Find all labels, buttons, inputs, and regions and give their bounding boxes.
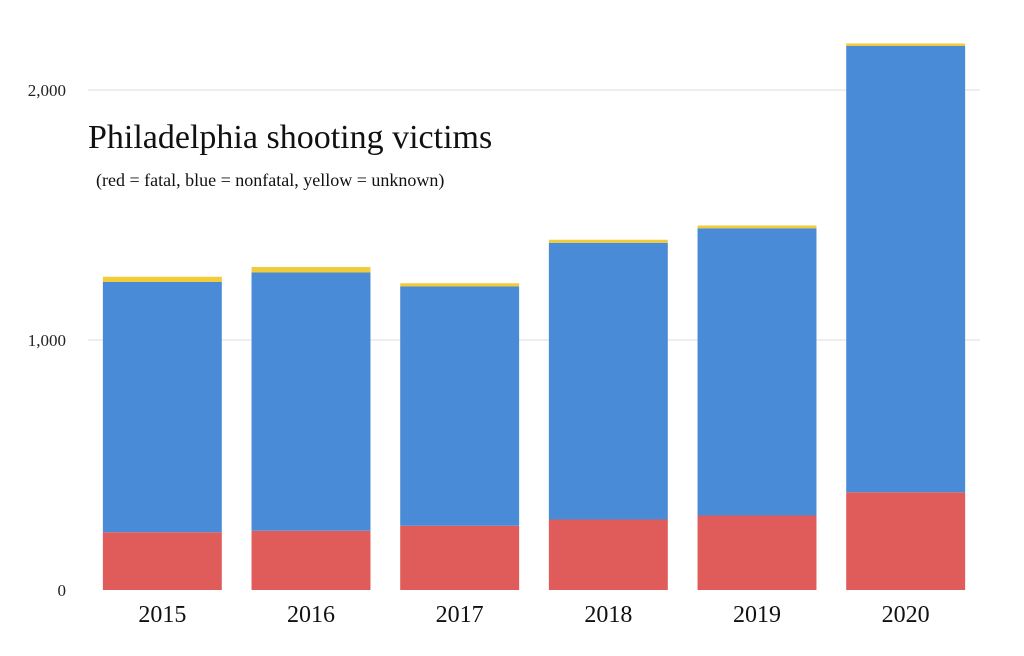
bar-segment-unknown [697,225,817,229]
bar-segment-nonfatal [846,46,966,493]
bar-segment-unknown [400,283,520,287]
x-tick-label: 2016 [287,602,335,628]
bar-segment-nonfatal [697,228,817,516]
bar-segment-fatal [400,525,520,590]
y-tick-label: 0 [58,581,67,600]
gridlines [88,89,980,341]
bar-segment-nonfatal [102,282,222,533]
chart-subtitle: (red = fatal, blue = nonfatal, yellow = … [96,170,444,191]
bar-segment-nonfatal [400,286,520,526]
bar-segment-unknown [548,239,668,243]
bar-segment-unknown [846,43,966,46]
y-tick-label: 1,000 [28,331,66,350]
x-tick-label: 2018 [584,602,632,628]
bar-segment-unknown [102,276,222,282]
bar-segment-nonfatal [251,272,371,531]
bar-segment-fatal [102,532,222,590]
y-tick-label: 2,000 [28,81,66,100]
x-axis-ticks: 2015 2016 2017 2018 2019 2020 [138,602,929,628]
bar-segment-fatal [697,515,817,590]
x-tick-label: 2017 [436,602,484,628]
x-tick-label: 2020 [882,602,930,628]
x-tick-label: 2015 [138,602,186,628]
bar-segment-fatal [548,519,668,590]
chart-title: Philadelphia shooting victims [88,119,492,156]
x-tick-label: 2019 [733,602,781,628]
bar-segment-fatal [251,530,371,590]
bars [102,43,966,590]
y-axis-ticks: 0 1,000 2,000 [28,81,66,600]
bar-segment-unknown [251,267,371,273]
bar-segment-nonfatal [548,242,668,520]
bar-segment-fatal [846,492,966,590]
